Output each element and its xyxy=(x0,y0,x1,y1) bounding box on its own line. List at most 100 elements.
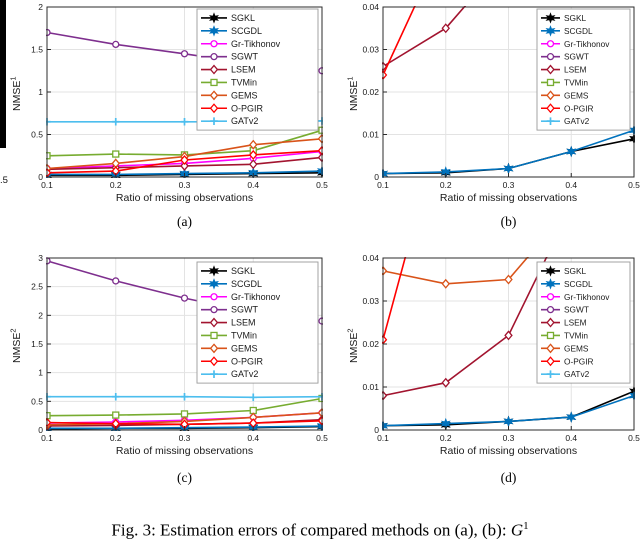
y-tick-label: 0 xyxy=(38,172,43,182)
diamond-marker xyxy=(504,274,513,285)
y-tick-label: 3 xyxy=(38,253,43,263)
x-tick-label: 0.2 xyxy=(110,180,122,190)
legend-label: GATv2 xyxy=(564,369,590,379)
y-tick-label: 0.5 xyxy=(31,130,43,140)
diamond-marker xyxy=(546,64,555,75)
y-axis-label-d: NMSE2 xyxy=(343,304,361,388)
y-tick-label: 0.02 xyxy=(362,339,379,349)
legend-label: GEMS xyxy=(564,90,589,100)
circle-marker xyxy=(180,50,189,58)
y-tick-label: 0 xyxy=(374,172,379,182)
x-tick-label: 0.5 xyxy=(628,433,640,443)
subfig-label-d: (d) xyxy=(500,470,517,485)
x-axis-label-d: Ratio of missing observations xyxy=(439,445,578,457)
plus-marker xyxy=(210,370,218,378)
legend-label: GEMS xyxy=(231,90,258,100)
plus-marker xyxy=(111,392,120,401)
legend-label: GEMS xyxy=(564,343,589,353)
x-tick-label: 0.4 xyxy=(565,433,577,443)
legend-label: TVMin xyxy=(564,330,588,340)
x-tick-label: 0.1 xyxy=(41,433,53,443)
legend-label: Gr-Tikhonov xyxy=(564,292,610,302)
x-axis-label-c: Ratio of missing observations xyxy=(115,445,254,457)
plus-marker xyxy=(249,393,258,402)
square-marker xyxy=(180,410,189,418)
plus-marker xyxy=(546,370,555,378)
diamond-marker xyxy=(248,149,258,160)
y-tick-label: 0.5 xyxy=(31,396,43,406)
hexagram-marker xyxy=(209,25,219,37)
y-tick-label: 2.5 xyxy=(31,282,43,292)
legend-label: TVMin xyxy=(231,330,257,340)
hexagram-marker xyxy=(566,411,577,423)
diamond-marker xyxy=(546,90,555,101)
y-axis-label-a: NMSE1 xyxy=(6,52,24,136)
legend-label: SGKL xyxy=(231,266,255,276)
diamond-marker xyxy=(546,343,555,354)
diamond-marker xyxy=(441,23,451,34)
hexagram-marker xyxy=(209,278,219,290)
cropped-figure-edge xyxy=(0,0,6,148)
subplot-c: 0.1 0.2 0.3 0.4 0.5 0 0.5 1 1.5 2 2.5 3 SGKL SCGDL Gr-… xyxy=(0,250,340,518)
diamond-marker xyxy=(209,356,219,367)
subfig-label-a: (a) xyxy=(177,214,192,229)
legend-label: SCGDL xyxy=(564,279,593,289)
square-marker xyxy=(112,411,120,419)
circle-marker xyxy=(210,53,218,61)
plus-marker xyxy=(180,392,189,401)
legend-label: SGKL xyxy=(564,266,587,276)
diamond-marker xyxy=(209,343,219,354)
y-tick-label: 0.04 xyxy=(362,2,379,12)
y-tick-label: 0.03 xyxy=(362,296,379,306)
diamond-marker xyxy=(441,278,451,289)
subplot-d: 0.1 0.2 0.3 0.4 0.5 0 0.01 0.02 0.03 0.04 SGKL SCGD… xyxy=(340,250,640,518)
x-tick-label: 0.4 xyxy=(565,180,577,190)
legend-label: Gr-Tikhonov xyxy=(231,39,281,49)
legend-label: LSEM xyxy=(231,318,256,328)
circle-marker xyxy=(546,293,555,301)
x-tick-label: 0.1 xyxy=(377,180,389,190)
circle-marker xyxy=(210,293,218,301)
hexagram-marker xyxy=(209,265,219,277)
y-tick-label: 1 xyxy=(38,368,43,378)
diamond-marker xyxy=(209,90,219,101)
diamond-marker xyxy=(504,330,513,341)
diamond-marker xyxy=(248,159,258,170)
y-tick-label: 1.5 xyxy=(31,45,43,55)
legend-label: SGWT xyxy=(231,305,258,315)
plus-marker xyxy=(546,117,555,125)
square-marker xyxy=(112,150,120,158)
circle-marker xyxy=(546,40,555,48)
hexagram-marker xyxy=(545,278,556,290)
legend-label: GATv2 xyxy=(231,116,258,126)
legend-label: O-PGIR xyxy=(564,356,594,366)
x-tick-label: 0.3 xyxy=(179,433,191,443)
x-tick-label: 0.5 xyxy=(316,433,328,443)
hexagram-marker xyxy=(545,25,556,37)
y-tick-label: 2 xyxy=(38,2,43,12)
y-axis-label-c: NMSE2 xyxy=(6,304,24,388)
y-axis-label-text: NMSE xyxy=(10,332,23,364)
x-tick-label: 0.5 xyxy=(628,180,640,190)
y-axis-label-sup: 2 xyxy=(8,328,18,333)
chart-d-canvas: 0.1 0.2 0.3 0.4 0.5 0 0.01 0.02 0.03 0.04 SGKL SCGD… xyxy=(362,253,640,443)
legend-label: O-PGIR xyxy=(231,356,264,366)
y-tick-label: 0.01 xyxy=(362,130,379,140)
y-axis-label-text: NMSE xyxy=(10,80,23,112)
plus-marker xyxy=(210,117,218,125)
x-tick-label: 0.2 xyxy=(440,180,452,190)
hexagram-marker xyxy=(545,12,556,24)
y-tick-label: 0 xyxy=(38,425,43,435)
diamond-marker xyxy=(209,103,219,114)
caption-text: Fig. 3: Estimation errors of compared me… xyxy=(111,520,511,540)
plus-marker xyxy=(180,117,189,126)
y-axis-label-text: NMSE xyxy=(347,332,360,364)
y-tick-label: 0.01 xyxy=(362,382,379,392)
y-axis-label-sup: 1 xyxy=(345,76,355,81)
y-tick-label: 1.5 xyxy=(31,339,43,349)
chart-c-canvas: 0.1 0.2 0.3 0.4 0.5 0 0.5 1 1.5 2 2.5 3 SGKL SCGDL Gr-… xyxy=(31,253,328,443)
legend-label: O-PGIR xyxy=(231,103,264,113)
legend-label: SCGDL xyxy=(231,279,262,289)
circle-marker xyxy=(210,40,218,48)
